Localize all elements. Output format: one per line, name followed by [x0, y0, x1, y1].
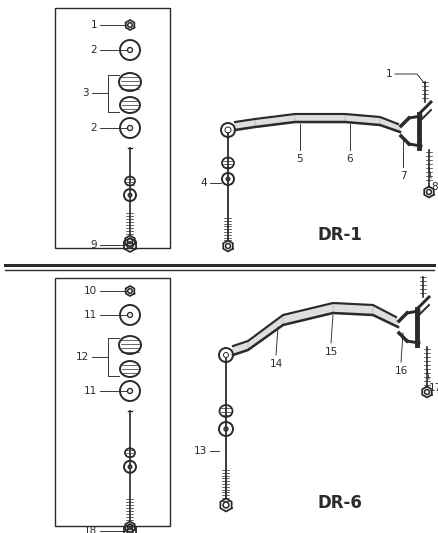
Text: DR-1: DR-1 — [317, 226, 362, 244]
Polygon shape — [332, 303, 372, 315]
Polygon shape — [294, 114, 344, 122]
Text: 2: 2 — [90, 123, 97, 133]
Text: 9: 9 — [90, 240, 97, 250]
Text: 18: 18 — [84, 526, 97, 533]
Text: DR-6: DR-6 — [317, 494, 362, 512]
Polygon shape — [344, 114, 379, 125]
Text: 14: 14 — [269, 359, 282, 369]
Text: 10: 10 — [84, 286, 97, 296]
Text: 1: 1 — [90, 20, 97, 30]
Polygon shape — [247, 315, 283, 350]
Text: 11: 11 — [84, 310, 97, 320]
Text: 2: 2 — [90, 45, 97, 55]
Text: 4: 4 — [200, 178, 207, 188]
Polygon shape — [234, 119, 254, 130]
Text: 7: 7 — [399, 171, 406, 181]
Bar — [55, 278, 170, 526]
Text: 11: 11 — [84, 386, 97, 396]
Text: 15: 15 — [324, 347, 337, 357]
Polygon shape — [233, 341, 247, 355]
Text: 6: 6 — [346, 154, 353, 164]
Text: 5: 5 — [296, 154, 303, 164]
Polygon shape — [379, 117, 399, 132]
Text: 16: 16 — [393, 366, 407, 376]
Text: 3: 3 — [82, 88, 89, 98]
Text: 1: 1 — [385, 69, 391, 79]
Text: 13: 13 — [193, 446, 207, 456]
Text: 17: 17 — [428, 383, 438, 393]
Text: 12: 12 — [76, 352, 89, 362]
Polygon shape — [372, 305, 397, 327]
Polygon shape — [254, 114, 294, 127]
Polygon shape — [283, 303, 332, 325]
Text: 8: 8 — [430, 182, 437, 192]
Bar — [55, 8, 170, 248]
